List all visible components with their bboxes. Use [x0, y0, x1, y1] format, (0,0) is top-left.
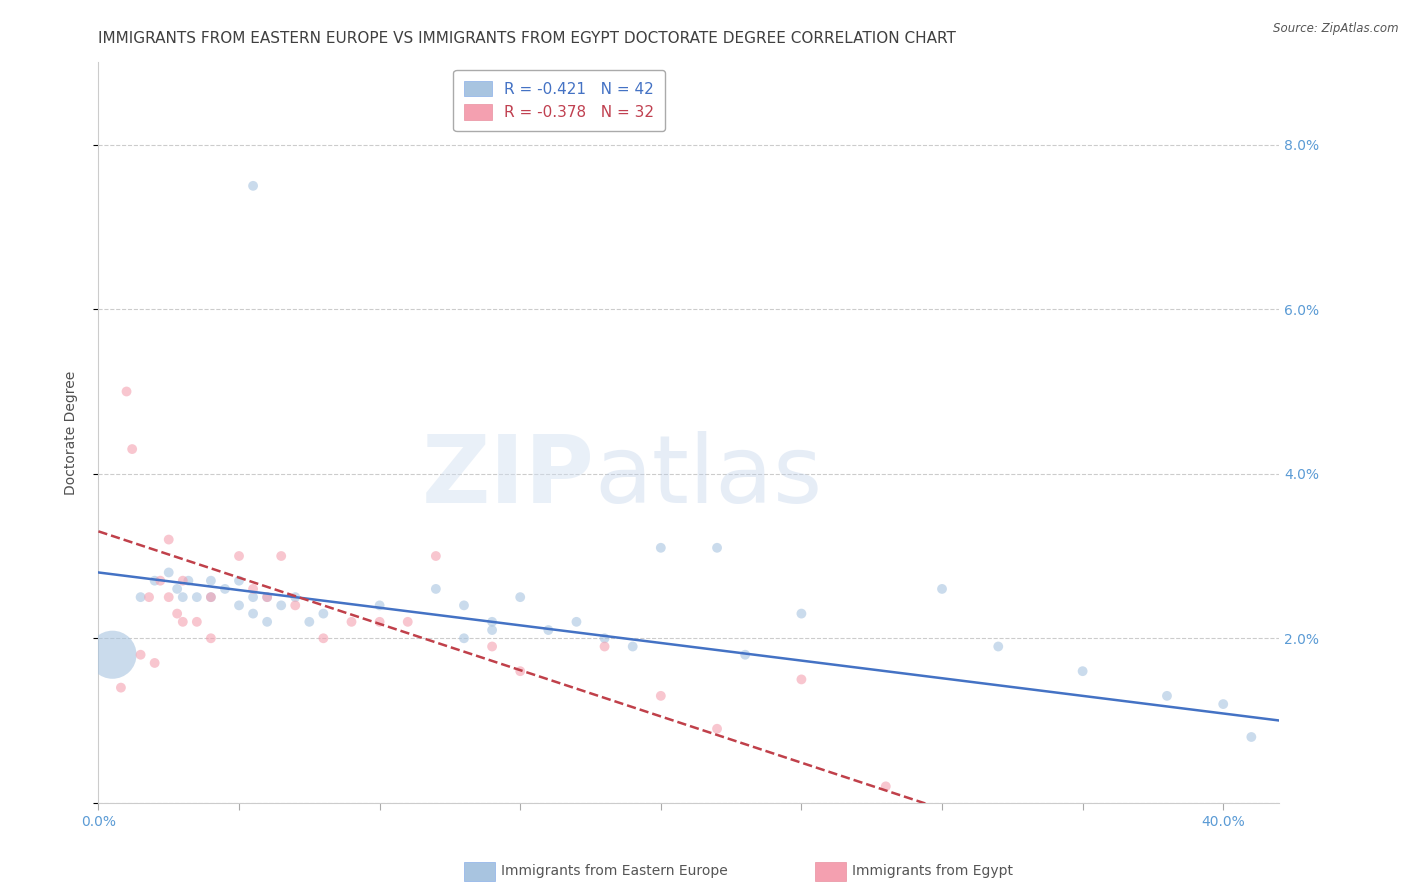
- Point: [621, 640, 644, 654]
- Point: [593, 632, 616, 646]
- Point: [368, 599, 391, 613]
- Point: [706, 541, 728, 555]
- Point: [481, 623, 503, 637]
- Point: [706, 722, 728, 736]
- Point: [593, 640, 616, 654]
- Point: [157, 590, 180, 604]
- Text: atlas: atlas: [595, 431, 823, 523]
- Point: [284, 599, 307, 613]
- Point: [200, 574, 222, 588]
- Point: [143, 574, 166, 588]
- Point: [172, 574, 194, 588]
- Point: [312, 607, 335, 621]
- Point: [1240, 730, 1263, 744]
- Point: [157, 533, 180, 547]
- Point: [172, 590, 194, 604]
- Point: [115, 384, 138, 399]
- Point: [228, 599, 250, 613]
- Point: [157, 566, 180, 580]
- Point: [987, 640, 1010, 654]
- Point: [228, 549, 250, 563]
- Point: [509, 590, 531, 604]
- Point: [734, 648, 756, 662]
- Point: [186, 615, 208, 629]
- Point: [396, 615, 419, 629]
- Point: [228, 574, 250, 588]
- Point: [425, 582, 447, 596]
- Point: [1071, 664, 1094, 678]
- Text: Immigrants from Egypt: Immigrants from Egypt: [852, 864, 1014, 879]
- Point: [242, 178, 264, 193]
- Point: [790, 607, 813, 621]
- Point: [340, 615, 363, 629]
- Point: [200, 590, 222, 604]
- Point: [242, 590, 264, 604]
- Point: [110, 681, 132, 695]
- Text: IMMIGRANTS FROM EASTERN EUROPE VS IMMIGRANTS FROM EGYPT DOCTORATE DEGREE CORRELA: IMMIGRANTS FROM EASTERN EUROPE VS IMMIGR…: [98, 31, 956, 46]
- Point: [200, 632, 222, 646]
- Point: [101, 648, 124, 662]
- Text: ZIP: ZIP: [422, 431, 595, 523]
- Point: [425, 549, 447, 563]
- Text: Immigrants from Eastern Europe: Immigrants from Eastern Europe: [501, 864, 727, 879]
- Point: [129, 648, 152, 662]
- Point: [650, 689, 672, 703]
- Point: [143, 656, 166, 670]
- Point: [284, 590, 307, 604]
- Point: [177, 574, 200, 588]
- Point: [270, 599, 292, 613]
- Point: [565, 615, 588, 629]
- Point: [166, 582, 188, 596]
- Text: Source: ZipAtlas.com: Source: ZipAtlas.com: [1274, 22, 1399, 36]
- Point: [121, 442, 143, 456]
- Point: [650, 541, 672, 555]
- Point: [875, 780, 897, 794]
- Point: [256, 615, 278, 629]
- Y-axis label: Doctorate Degree: Doctorate Degree: [63, 370, 77, 495]
- Point: [312, 632, 335, 646]
- Point: [509, 664, 531, 678]
- Point: [149, 574, 172, 588]
- Point: [166, 607, 188, 621]
- Point: [453, 632, 475, 646]
- Point: [200, 590, 222, 604]
- Point: [298, 615, 321, 629]
- Point: [537, 623, 560, 637]
- Point: [138, 590, 160, 604]
- Point: [931, 582, 953, 596]
- Point: [214, 582, 236, 596]
- Point: [256, 590, 278, 604]
- Point: [481, 615, 503, 629]
- Legend: R = -0.421   N = 42, R = -0.378   N = 32: R = -0.421 N = 42, R = -0.378 N = 32: [454, 70, 665, 131]
- Point: [1212, 697, 1234, 711]
- Point: [270, 549, 292, 563]
- Point: [172, 615, 194, 629]
- Point: [186, 590, 208, 604]
- Point: [129, 590, 152, 604]
- Point: [242, 607, 264, 621]
- Point: [368, 615, 391, 629]
- Point: [256, 590, 278, 604]
- Point: [481, 640, 503, 654]
- Point: [790, 673, 813, 687]
- Point: [242, 582, 264, 596]
- Point: [1156, 689, 1178, 703]
- Point: [453, 599, 475, 613]
